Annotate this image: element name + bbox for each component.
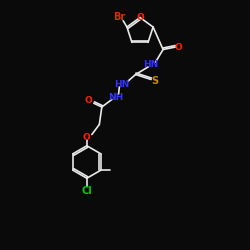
Text: O: O: [85, 96, 93, 105]
Text: HN: HN: [143, 60, 158, 69]
Text: S: S: [152, 76, 159, 86]
Text: Cl: Cl: [82, 186, 92, 196]
Text: Br: Br: [113, 12, 126, 22]
Text: NH: NH: [108, 92, 123, 102]
Text: HN: HN: [114, 80, 130, 89]
Text: O: O: [175, 42, 182, 51]
Text: O: O: [83, 132, 91, 141]
Text: O: O: [136, 13, 144, 22]
